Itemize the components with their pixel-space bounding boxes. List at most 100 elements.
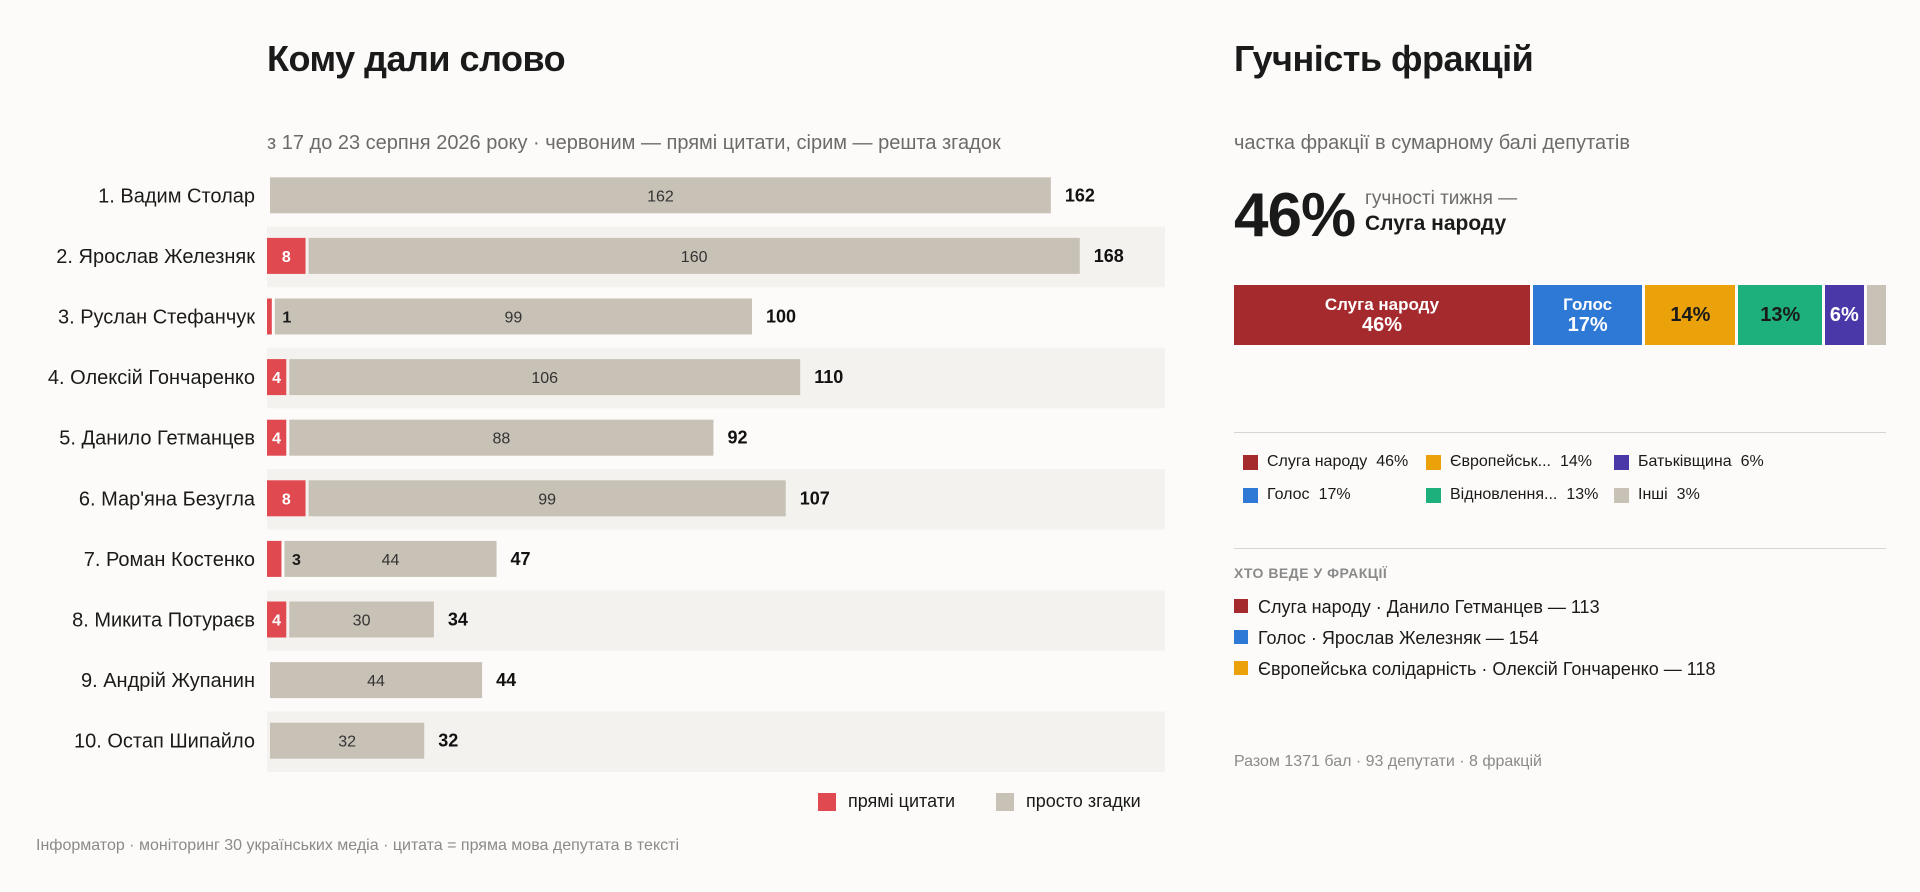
faction-legend-name: Відновлення... [1450,486,1558,503]
share-segment-pct: 46% [1361,313,1402,336]
faction-legend-pct: 3% [1676,486,1700,503]
leaders-title: ХТО ВЕДЕ У ФРАКЦІЇ [1234,565,1388,581]
total-value-label: 162 [1065,185,1095,205]
category-label: 7. Роман Костенко [84,549,255,571]
faction-legend-name: Слуга народу [1267,453,1368,470]
share-segment-name: Слуга народу [1324,294,1440,314]
left-subtitle: з 17 до 23 серпня 2026 року · червоним —… [267,132,1001,154]
summary-note: Разом 1371 бал · 93 депутати · 8 фракцій [1234,753,1542,770]
bar-mentions [308,237,1080,274]
top-faction-caption: гучності тижня — [1365,188,1518,209]
share-segment-name: Голос [1563,294,1613,314]
category-label: 8. Микита Потураєв [72,610,255,632]
top-faction-name: Слуга народу [1365,212,1507,235]
share-segment-pct: 6% [1829,304,1859,326]
bar-quotes [267,419,287,456]
bar-mentions [289,601,434,638]
share-segment: Слуга народу 46% [1234,285,1530,345]
faction-legend-name: Європейськ... [1450,453,1551,470]
mentions-value-label: 99 [505,310,523,327]
mentions-value-label: 106 [531,370,558,387]
faction-legend-pct: 17% [1318,486,1351,503]
quotes-value-label: 4 [272,431,281,448]
total-value-label: 47 [511,549,531,569]
faction-legend-name: Батьківщина [1638,453,1732,470]
category-label: 2. Ярослав Железняк [56,246,255,268]
faction-legend-swatch [1426,454,1441,470]
faction-legend-pct: 14% [1559,453,1592,470]
leader-swatch [1234,661,1248,675]
mentions-value-label: 44 [382,552,400,569]
mentions-value-label: 88 [492,431,510,448]
mentions-bar-chart: 1. Вадим Столар 162 162 2. Ярослав Железняк… [48,177,1165,772]
right-subtitle: частка фракції в сумарному балі депутаті… [1234,132,1630,154]
bar-mentions [270,722,425,759]
leader-item: Слуга народу · Данило Гетманцев — 113 [1234,597,1600,618]
legend-quotes-label: прямі цитати [848,791,955,811]
faction-legend-item: Інші 3% [1614,486,1700,504]
bar-quotes [267,480,306,517]
total-value-label: 92 [727,428,747,448]
leader-swatch [1234,630,1248,644]
faction-legend-item: Слуга народу 46% [1243,453,1408,471]
share-segment [1866,285,1886,345]
legend-mentions: просто згадки [996,791,1141,812]
total-value-label: 168 [1094,246,1124,266]
total-value-label: 44 [496,670,516,690]
faction-legend-item: Відновлення... 13% [1426,486,1598,504]
share-segment-pct: 14% [1670,304,1711,326]
footer-note: Інформатор · моніторинг 30 українських м… [36,837,680,854]
faction-legend-swatch [1614,487,1629,503]
faction-legend-item: Європейськ... 14% [1426,453,1592,471]
leader-item: Голос · Ярослав Железняк — 154 [1234,628,1539,649]
mentions-value-label: 99 [538,491,556,508]
divider [1234,432,1886,433]
category-label: 3. Руслан Стефанчук [58,307,255,329]
share-segment: 13% [1738,285,1823,345]
bar-mentions [308,480,786,517]
legend-mentions-swatch [996,792,1014,811]
quotes-value-label: 8 [282,249,291,266]
total-value-label: 110 [814,367,843,387]
mentions-value-label: 30 [353,613,371,630]
faction-legend-item: Голос 17% [1243,486,1351,504]
faction-legend-name: Інші [1638,486,1668,503]
leader-text: Слуга народу · Данило Гетманцев — 113 [1258,597,1600,617]
faction-share-stacked-bar: Слуга народу 46% Голос 17% 14% 13% 6% [1234,285,1886,345]
bar-quotes [267,359,287,396]
faction-legend-pct: 46% [1376,453,1409,470]
quotes-value-label: 4 [272,370,281,387]
quotes-value-label: 3 [292,552,301,569]
legend-quotes: прямі цитати [818,791,955,812]
share-segment-pct: 17% [1567,313,1608,336]
quotes-value-label: 4 [272,613,281,630]
bar-mentions [284,540,497,577]
right-title: Гучність фракцій [1234,38,1534,79]
total-value-label: 107 [800,488,830,508]
total-value-label: 100 [766,307,796,327]
legend-mentions-label: просто згадки [1026,791,1141,811]
total-value-label: 32 [438,731,458,751]
faction-legend-name: Голос [1267,486,1310,503]
bar-quotes [267,601,287,638]
share-segment: Голос 17% [1532,285,1643,345]
category-label: 6. Мар'яна Безугла [79,488,256,510]
bar-mentions [270,177,1051,214]
share-segment-pct: 13% [1760,304,1801,326]
quotes-value-label: 8 [282,491,291,508]
quotes-value-label: 1 [282,310,291,327]
faction-legend-swatch [1243,487,1258,503]
faction-legend-swatch [1426,487,1441,503]
category-label: 1. Вадим Столар [98,185,255,207]
faction-legend-item: Батьківщина 6% [1614,453,1764,471]
bar-quotes [267,298,272,335]
category-label: 9. Андрій Жупанин [81,670,255,692]
bar-mentions [270,662,483,699]
category-label: 10. Остап Шипайло [74,731,255,753]
faction-legend-pct: 13% [1566,486,1599,503]
bar-quotes [267,540,282,577]
faction-legend-swatch [1614,454,1629,470]
divider [1234,548,1886,549]
faction-legend-pct: 6% [1740,453,1764,470]
share-segment: 14% [1645,285,1736,345]
